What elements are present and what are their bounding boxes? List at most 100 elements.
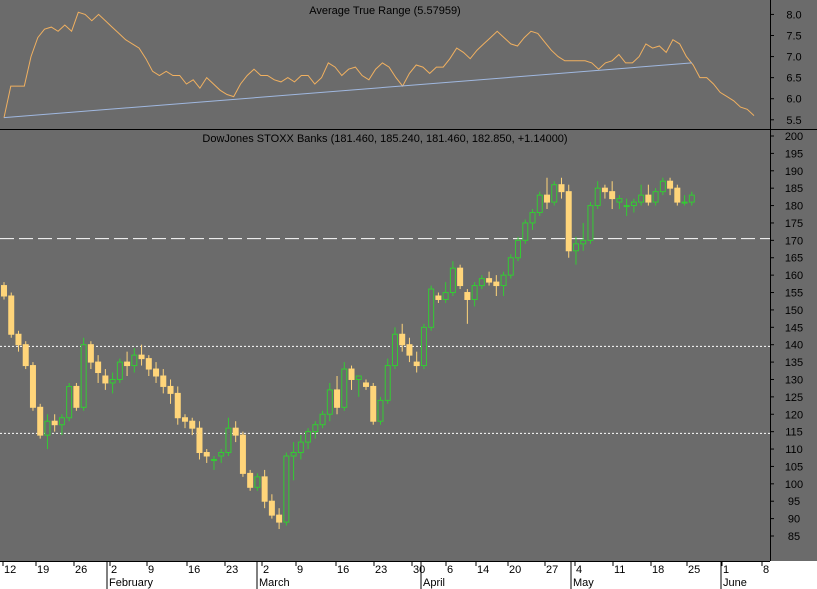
candle-body — [551, 184, 558, 203]
x-tick-label: 16 — [188, 564, 200, 576]
candle-body — [29, 365, 36, 408]
price-y-tick-label: 120 — [785, 409, 803, 421]
price-y-tick-label: 115 — [785, 427, 803, 439]
x-tick-label: 9 — [297, 564, 303, 576]
price-y-tick-label: 200 — [785, 131, 803, 143]
atr-title: Average True Range (5.57959) — [309, 5, 460, 17]
candle-body — [326, 389, 333, 415]
atr-y-tick-label: 7.5 — [786, 31, 801, 43]
candle-body — [449, 267, 456, 294]
candle-body — [377, 399, 384, 422]
candle-body — [138, 354, 145, 360]
price-y-tick-label: 195 — [785, 148, 803, 160]
candle-body — [247, 472, 254, 488]
candle-body — [22, 344, 29, 367]
candle-body — [435, 295, 442, 300]
candle-body — [51, 420, 58, 426]
candle-body — [442, 292, 449, 300]
x-tick-label: 9 — [148, 564, 154, 576]
candle-body — [529, 212, 536, 224]
candle-body — [124, 361, 131, 367]
candle-body — [15, 333, 22, 346]
candle-body — [276, 514, 283, 523]
atr-series-line — [3, 11, 755, 118]
x-tick-label: 8 — [763, 564, 769, 576]
price-y-tick-label: 150 — [785, 305, 803, 317]
x-axis: 12 19 26 2 9 16 23 2 9 16 23 30 6 14 20 27 4 11 18 25 1 8Febr… — [2, 561, 769, 589]
x-tick-label: 1 — [723, 564, 729, 576]
candle-body — [145, 358, 152, 370]
price-title: DowJones STOXX Banks (181.460, 185.240, … — [202, 133, 567, 145]
x-tick-label: 23 — [375, 564, 387, 576]
candle-body — [391, 333, 398, 367]
candle-body — [638, 194, 645, 203]
candle-body — [609, 191, 616, 200]
x-tick-label: 20 — [509, 564, 521, 576]
candle-body — [196, 427, 203, 454]
candle-body — [406, 344, 413, 356]
x-tick-label: 16 — [337, 564, 349, 576]
candle-body — [500, 274, 507, 287]
candle-body — [95, 361, 102, 374]
x-tick-label: 2 — [263, 564, 269, 576]
candle-body — [87, 344, 94, 363]
candle-body — [283, 455, 290, 523]
price-y-tick-label: 95 — [788, 496, 800, 508]
price-y-tick-label: 185 — [785, 183, 803, 195]
candle-body — [420, 326, 427, 367]
candle-body — [370, 385, 377, 422]
candle-body — [363, 382, 369, 387]
candle-body — [507, 257, 514, 276]
candle-body — [210, 458, 217, 461]
candle-body — [160, 375, 167, 387]
price-y-tick-label: 170 — [785, 235, 803, 247]
candle-body — [536, 194, 543, 214]
candle-body — [334, 389, 341, 408]
candle-body — [37, 406, 44, 436]
x-tick-label: 18 — [652, 564, 664, 576]
candle-body — [167, 385, 174, 394]
atr-y-tick-label: 8.0 — [786, 9, 801, 21]
candle-body — [667, 180, 674, 189]
candle-body — [182, 417, 188, 422]
price-y-tick-label: 110 — [785, 444, 803, 456]
candle-body — [471, 285, 478, 300]
candle-body — [413, 361, 420, 367]
atr-average-line — [3, 62, 693, 119]
candle-body — [623, 205, 630, 208]
candle-body — [659, 180, 666, 193]
candle-body — [319, 413, 326, 426]
price-y-tick-label: 105 — [785, 461, 803, 473]
candle-body — [58, 417, 65, 426]
candle-body — [399, 333, 406, 346]
candle-body — [478, 278, 485, 287]
candle-body — [305, 431, 312, 443]
month-label: June — [723, 577, 747, 589]
candle-body — [558, 184, 565, 193]
month-label: February — [109, 577, 154, 589]
x-tick-label: 2 — [111, 564, 117, 576]
candle-body — [630, 201, 637, 207]
candle-body — [203, 452, 210, 457]
atr-y-tick-label: 7.0 — [786, 52, 801, 64]
candle-body — [131, 354, 138, 367]
candle-body — [544, 194, 550, 203]
price-y-tick-label: 140 — [785, 340, 803, 352]
month-label: May — [573, 577, 594, 589]
candle-body — [174, 392, 181, 419]
price-y-tick-label: 175 — [785, 218, 803, 230]
candle-body — [189, 420, 196, 429]
candle-body — [73, 385, 80, 408]
candle-body — [645, 194, 652, 203]
price-y-tick-label: 165 — [785, 253, 803, 265]
candle-body — [341, 368, 348, 408]
candle-body — [515, 239, 522, 259]
candle-body — [565, 191, 572, 252]
candle-body — [290, 452, 297, 457]
price-y-tick-label: 100 — [785, 479, 803, 491]
candle-body — [1, 285, 7, 297]
atr-y-tick-label: 6.5 — [786, 73, 801, 85]
x-tick-label: 14 — [477, 564, 489, 576]
candles — [1, 177, 695, 530]
